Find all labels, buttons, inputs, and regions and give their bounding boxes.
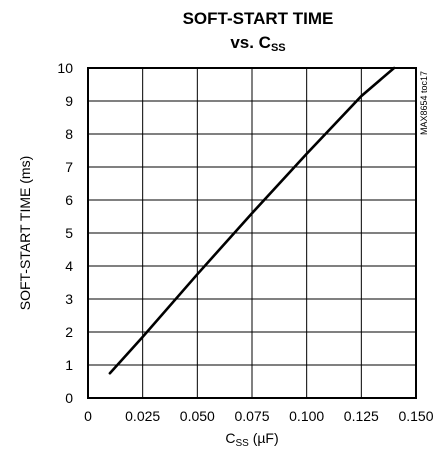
x-tick-label: 0.125 (344, 408, 379, 424)
y-tick-labels: 0 1 2 3 4 5 6 7 8 9 10 (57, 60, 73, 406)
x-tick-label: 0.075 (234, 408, 269, 424)
y-axis-label: SOFT-START TIME (ms) (17, 156, 33, 311)
x-tick-label: 0 (84, 408, 92, 424)
y-tick-label: 7 (65, 159, 73, 175)
grid (87, 67, 417, 399)
x-axis-label: CSS (µF) (225, 430, 278, 449)
y-tick-label: 10 (57, 60, 73, 76)
x-tick-label: 0.100 (289, 408, 324, 424)
x-tick-label: 0.150 (398, 408, 433, 424)
y-tick-label: 2 (65, 324, 73, 340)
plot-frame (87, 67, 417, 399)
x-tick-labels: 0 0.025 0.050 0.075 0.100 0.125 0.150 (84, 408, 434, 424)
y-tick-label: 6 (65, 192, 73, 208)
y-tick-label: 1 (65, 357, 73, 373)
y-tick-label: 5 (65, 225, 73, 241)
part-code-label: MAX8654 toc17 (419, 71, 429, 135)
x-tick-label: 0.050 (180, 408, 215, 424)
y-tick-label: 4 (65, 258, 73, 274)
chart-title-line2: vs. CSS (230, 33, 285, 54)
y-tick-label: 3 (65, 291, 73, 307)
y-tick-label: 8 (65, 126, 73, 142)
chart-title-line1: SOFT-START TIME (183, 9, 334, 28)
y-tick-label: 9 (65, 93, 73, 109)
y-tick-label: 0 (65, 390, 73, 406)
x-tick-label: 0.025 (125, 408, 160, 424)
series-line (108, 66, 396, 375)
